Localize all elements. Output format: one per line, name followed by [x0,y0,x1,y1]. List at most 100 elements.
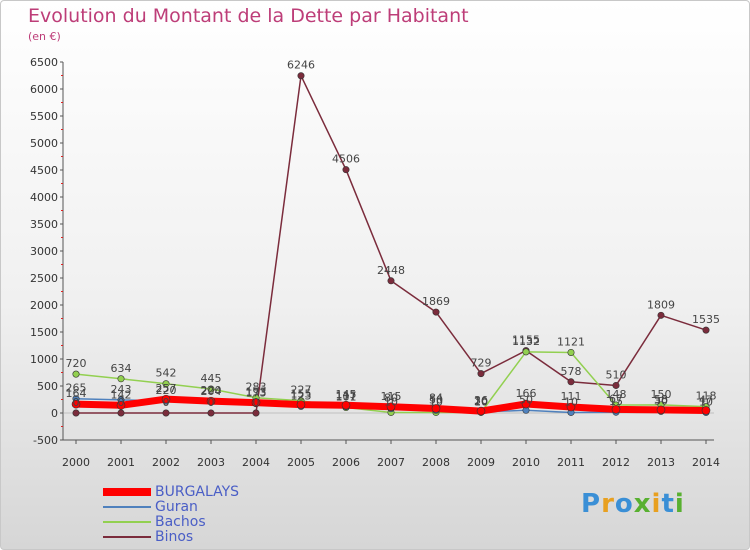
data-point-burgalays [431,404,441,413]
data-label-burgalays: 67 [609,392,623,405]
data-label-guran: 50 [429,393,443,406]
x-tick-label: 2010 [512,456,540,469]
y-tick-label: 6500 [30,56,58,69]
legend-swatch-bachos [103,521,151,523]
x-tick-label: 2008 [422,456,450,469]
data-point-burgalays [521,399,531,409]
data-label-burgalays: 115 [381,390,402,403]
data-point-binos [117,409,125,417]
data-label-burgalays: 142 [111,388,132,401]
y-tick-label: 2000 [30,299,58,312]
data-label-bachos: 148 [606,388,627,401]
data-label-burgalays: 257 [156,382,177,395]
series-lines [75,74,707,415]
data-label-burgalays: 47 [699,393,713,406]
axes: -500050010001500200025003000350040004500… [30,56,720,469]
y-tick-label: 0 [51,407,58,420]
data-label-burgalays: 166 [516,387,537,400]
data-point-bachos [72,370,80,378]
y-tick-label: 2500 [30,272,58,285]
data-label-guran: 123 [291,389,312,402]
y-tick-label: -500 [33,434,58,447]
y-tick-label: 4000 [30,191,58,204]
data-label-bachos: 101 [336,391,357,404]
data-label-bachos: 542 [156,367,177,380]
data-point-burgalays [476,406,486,416]
data-label-binos: 578 [561,365,582,378]
x-tick-label: 2006 [332,456,360,469]
legend-label-guran: Guran [155,499,198,515]
data-label-bachos: 10 [474,395,488,408]
data-point-burgalays [386,402,396,412]
data-point-binos [252,409,260,417]
data-label-bachos: 445 [201,372,222,385]
data-point-binos [342,166,350,174]
data-point-burgalays [701,406,711,415]
y-tick-label: 1000 [30,353,58,366]
proxiti-logo: Proxiti [581,489,685,519]
data-label-guran: 20 [474,395,488,408]
data-point-binos [432,308,440,316]
data-point-burgalays [566,402,576,412]
data-label-binos: 0 [73,396,80,409]
data-label-binos: 6246 [287,59,315,72]
data-label-binos: 510 [606,368,627,381]
data-label-binos: 4506 [332,153,360,166]
data-point-bachos [207,385,215,393]
data-point-binos [612,381,620,389]
data-label-guran: 10 [699,395,713,408]
legend-label-binos: Binos [155,529,194,545]
legend-label-bachos: Bachos [155,514,206,530]
y-tick-label: 3000 [30,245,58,258]
data-label-guran: 80 [384,392,398,405]
x-tick-label: 2003 [197,456,225,469]
data-point-binos [657,311,665,319]
data-point-burgalays [251,398,261,407]
data-label-guran: 243 [111,383,132,396]
data-point-burgalays [341,400,351,410]
data-label-burgalays: 220 [201,384,222,397]
data-label-guran: 265 [66,382,87,395]
chart-title: Evolution du Montant de la Dette par Hab… [28,5,469,27]
data-point-burgalays [611,405,621,414]
data-label-bachos: 10 [429,395,443,408]
data-label-binos: 1535 [692,313,720,326]
data-point-bachos [162,380,170,388]
y-tick-label: 3500 [30,218,58,231]
data-point-binos [207,409,215,417]
data-label-binos: 0 [163,396,170,409]
x-tick-label: 2009 [467,456,495,469]
data-label-bachos: 634 [111,362,132,375]
data-label-bachos: 118 [696,390,717,403]
y-tick-label: 1500 [30,326,58,339]
data-label-binos: 0 [253,396,260,409]
data-label-bachos: 150 [651,388,672,401]
data-label-binos: 0 [118,396,125,409]
data-label-burgalays: 164 [66,387,87,400]
data-label-guran: 173 [246,387,267,400]
data-label-guran: 204 [201,385,222,398]
y-tick-label: 4500 [30,164,58,177]
series-points [71,72,711,417]
data-label-bachos: 283 [246,381,267,394]
legend-swatch-binos [103,536,151,538]
data-label-guran: 50 [519,393,533,406]
y-tick-label: 500 [37,380,58,393]
series-line-binos [76,74,707,414]
data-point-binos [387,277,395,285]
data-label-guran: 15 [609,395,623,408]
data-point-binos [477,370,485,378]
data-label-binos: 2448 [377,264,405,277]
data-point-binos [702,326,710,334]
data-point-burgalays [206,396,216,406]
data-label-burgalays: 36 [474,394,488,407]
data-label-burgalays: 145 [336,388,357,401]
data-label-bachos: 227 [291,384,312,397]
data-label-guran: 30 [654,394,668,407]
data-point-bachos [522,348,530,356]
data-label-burgalays: 84 [429,391,443,404]
data-point-burgalays [116,401,126,410]
data-label-guran: 117 [336,390,357,403]
